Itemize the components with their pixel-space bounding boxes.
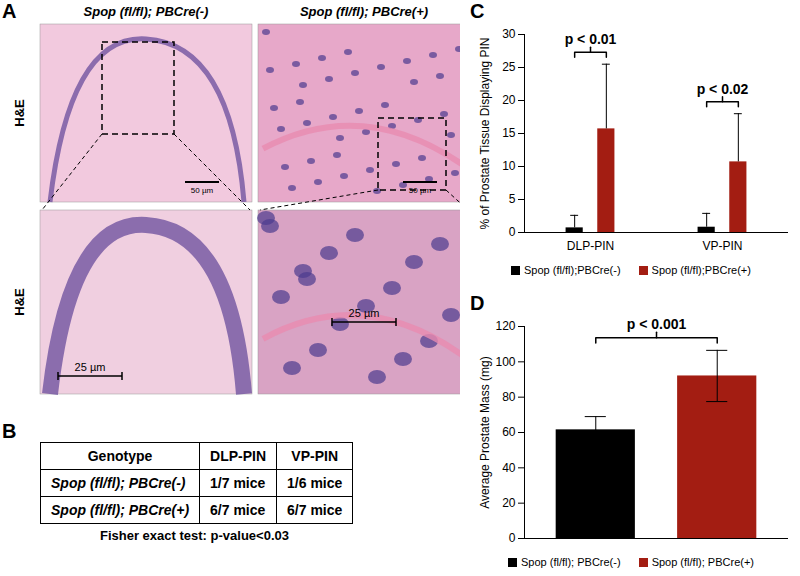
html-text:C: C <box>470 0 485 22</box>
svg-text:0: 0 <box>509 225 516 239</box>
svg-text:60: 60 <box>502 425 516 439</box>
svg-text:80: 80 <box>502 390 516 404</box>
svg-text:50 µm: 50 µm <box>409 186 432 195</box>
svg-text:H&E: H&E <box>12 288 27 316</box>
html-text:A: A <box>2 0 17 22</box>
svg-text:0: 0 <box>509 531 516 545</box>
html-text:Fisher exact test: p-value<0.0: Fisher exact test: p-value<0.03 <box>100 528 289 543</box>
svg-text:DLP-PIN: DLP-PIN <box>567 239 614 253</box>
html-text:D: D <box>470 292 485 314</box>
html-text:Spop (fl/fl);PBCre(-): Spop (fl/fl);PBCre(-) <box>524 264 621 276</box>
html-text:B: B <box>2 420 17 442</box>
svg-text:Spop (fl/fl); PBCre(+): Spop (fl/fl); PBCre(+) <box>300 4 428 19</box>
svg-text:25 µm: 25 µm <box>349 307 380 319</box>
html-text:Spop (fl/fl); PBCre(-): Spop (fl/fl); PBCre(-) <box>51 475 186 491</box>
html-text:Spop (fl/fl); PBCre(+): Spop (fl/fl); PBCre(+) <box>51 502 189 518</box>
svg-text:100: 100 <box>495 355 515 369</box>
html-text:Spop (fl/fl); PBCre(-): Spop (fl/fl); PBCre(-) <box>521 556 621 568</box>
svg-text:5: 5 <box>509 192 516 206</box>
html-text:Spop (fl/fl); PBCre(+): Spop (fl/fl); PBCre(+) <box>651 556 754 568</box>
svg-text:H&E: H&E <box>12 99 27 127</box>
html-text:6/7 mice: 6/7 mice <box>287 502 343 518</box>
html-text:Spop (fl/fl);PBCre(+): Spop (fl/fl);PBCre(+) <box>651 264 751 276</box>
svg-text:10: 10 <box>502 159 516 173</box>
svg-text:15: 15 <box>502 126 516 140</box>
html-text:VP-PIN: VP-PIN <box>291 448 338 464</box>
html-text:6/7 mice: 6/7 mice <box>210 502 266 518</box>
svg-text:p < 0.001: p < 0.001 <box>627 316 687 332</box>
html-text:1/6 mice: 1/6 mice <box>287 475 343 491</box>
svg-text:25 µm: 25 µm <box>75 361 106 373</box>
svg-text:120: 120 <box>495 319 515 333</box>
svg-text:Spop (fl/fl); PBCre(-): Spop (fl/fl); PBCre(-) <box>84 4 209 19</box>
svg-text:30: 30 <box>502 27 516 41</box>
html-text:Genotype: Genotype <box>87 448 153 464</box>
svg-text:50 µm: 50 µm <box>191 186 214 195</box>
html-text:1/7 mice: 1/7 mice <box>210 475 266 491</box>
svg-text:40: 40 <box>502 461 516 475</box>
svg-text:p < 0.01: p < 0.01 <box>565 31 617 47</box>
svg-text:Average Prostate Mass (mg): Average Prostate Mass (mg) <box>478 356 492 509</box>
html-text:DLP-PIN: DLP-PIN <box>210 448 266 464</box>
svg-text:25: 25 <box>502 60 516 74</box>
svg-text:20: 20 <box>502 496 516 510</box>
svg-text:p < 0.02: p < 0.02 <box>697 81 749 97</box>
svg-text:20: 20 <box>502 93 516 107</box>
svg-text:VP-PIN: VP-PIN <box>702 239 742 253</box>
svg-text:% of Prostate Tissue Displayin: % of Prostate Tissue Displaying PIN <box>478 37 492 229</box>
